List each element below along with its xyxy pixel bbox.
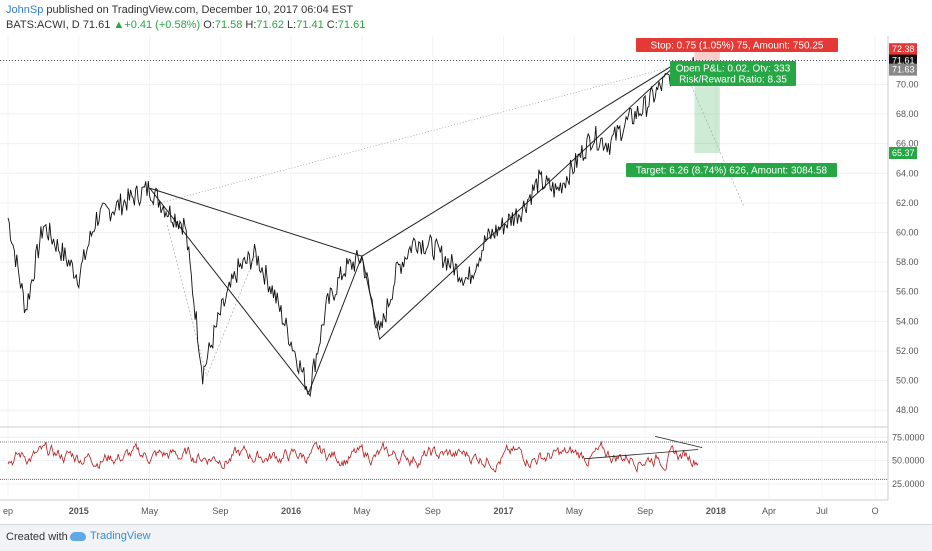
time-tick-label: May xyxy=(566,506,584,516)
stop-price-tag-bg xyxy=(889,43,917,56)
target-price-tag: 65.37 xyxy=(892,148,915,158)
rsi-trend-line xyxy=(584,449,699,460)
risk-reward-label-bg xyxy=(670,72,796,86)
stop-label-bg xyxy=(636,38,838,52)
price-tick-label: 58.00 xyxy=(896,257,919,267)
rsi-tick-label: 75.0000 xyxy=(892,432,925,442)
time-tick-label: ep xyxy=(3,506,13,516)
time-tick-label: 2017 xyxy=(493,506,513,516)
published-text: published on TradingView.com, December 1… xyxy=(46,4,354,16)
close-value: 71.61 xyxy=(337,19,366,31)
change-value: +0.41 (+0.58%) xyxy=(124,19,201,31)
time-tick-label: Sep xyxy=(425,506,441,516)
target-price-tag-bg xyxy=(889,146,917,159)
time-tick-label: 2018 xyxy=(706,506,726,516)
rsi-trend-line xyxy=(654,436,703,448)
time-axis: ep 2015 May Sep 2016 May Sep 2017 May Sep 2018 Apr J… xyxy=(3,506,879,516)
rsi-tick-label: 25.0000 xyxy=(892,479,925,489)
time-tick-label: Jul xyxy=(816,506,828,516)
publish-header: JohnSp published on TradingView.com, Dec… xyxy=(6,4,353,16)
price-series xyxy=(7,57,699,398)
high-value: 71.62 xyxy=(256,19,284,31)
position-annotations: Stop: 0.75 (1.05%) 75, Amount: 750.25 Ope… xyxy=(626,38,838,177)
price-tick-label: 54.00 xyxy=(896,316,919,326)
chart-grid xyxy=(0,36,888,498)
stop-label: Stop: 0.75 (1.05%) 75, Amount: 750.25 xyxy=(651,41,824,52)
price-tick-label: 66.00 xyxy=(896,139,919,149)
open-pl-label: Open P&L: 0.02, Qty: 333 xyxy=(676,64,791,75)
time-tick-label: O xyxy=(872,506,879,516)
open-value: 71.58 xyxy=(214,19,243,31)
close-label: C: xyxy=(326,19,338,31)
time-tick-label: Apr xyxy=(762,506,776,516)
price-tick-label: 60.00 xyxy=(896,228,919,238)
price-tick-label: 52.00 xyxy=(896,346,919,356)
rsi-line xyxy=(7,440,699,474)
time-tick-label: Sep xyxy=(637,506,653,516)
price-axis: 48.00 50.00 52.00 54.00 56.00 58.00 60.00 62.00… xyxy=(896,79,919,415)
time-tick-label: 2016 xyxy=(281,506,301,516)
time-tick-label: 2015 xyxy=(69,506,89,516)
time-tick-label: Sep xyxy=(212,506,228,516)
cloud-icon xyxy=(70,531,86,541)
long-position-tool xyxy=(0,49,888,377)
rsi-axis: 75.0000 50.0000 25.0000 xyxy=(892,432,925,489)
price-tick-label: 70.00 xyxy=(896,79,919,89)
time-tick-label: May xyxy=(141,506,159,516)
entry-price-tag-bg xyxy=(889,63,917,76)
low-label: L: xyxy=(287,19,297,31)
price-tick-label: 68.00 xyxy=(896,109,919,119)
price-tick-label: 64.00 xyxy=(896,168,919,178)
risk-reward-label: Risk/Reward Ratio: 8.35 xyxy=(679,75,787,86)
price-tick-label: 56.00 xyxy=(896,287,919,297)
footer: Created with TradingView xyxy=(0,524,932,551)
stop-price-tag: 72.38 xyxy=(892,44,915,54)
target-label: Target: 6.26 (8.74%) 626, Amount: 3084.5… xyxy=(636,166,828,177)
author-link[interactable]: JohnSp xyxy=(6,4,44,16)
tradingview-logo[interactable]: TradingView xyxy=(70,530,151,542)
entry-price-tag: 71.63 xyxy=(892,65,915,75)
high-label: H: xyxy=(245,19,257,31)
price-tick-label: 62.00 xyxy=(896,198,919,208)
harmonic-pattern xyxy=(149,60,681,394)
price-line xyxy=(7,57,699,398)
triangle-up-icon: ▲ xyxy=(113,19,125,31)
last-price-tag: 71.61 xyxy=(892,56,915,66)
ohlc-legend: BATS:ACWI, D 71.61 ▲+0.41 (+0.58%) O:71.… xyxy=(6,19,365,31)
stop-zone xyxy=(694,49,720,61)
projection-line xyxy=(206,254,257,377)
last-price-tag-bg xyxy=(889,54,917,67)
open-pl-label-bg xyxy=(670,61,796,75)
time-tick-label: May xyxy=(353,506,371,516)
price-chart[interactable]: 48.00 50.00 52.00 54.00 56.00 58.00 60.00 62.00… xyxy=(0,0,932,524)
open-label: O: xyxy=(203,19,215,31)
rsi-series xyxy=(7,436,703,474)
last-price: 71.61 xyxy=(82,19,111,31)
low-value: 71.41 xyxy=(296,19,324,31)
price-tick-label: 50.00 xyxy=(896,376,919,386)
rsi-tick-label: 50.0000 xyxy=(892,456,925,466)
pattern-outline xyxy=(149,60,681,394)
target-label-bg xyxy=(626,163,837,177)
price-tick-label: 48.00 xyxy=(896,405,919,415)
projection-line xyxy=(149,66,673,207)
brand-name: TradingView xyxy=(90,530,151,542)
created-with-text: Created with xyxy=(6,531,68,543)
symbol-label: BATS:ACWI, D xyxy=(6,19,80,31)
